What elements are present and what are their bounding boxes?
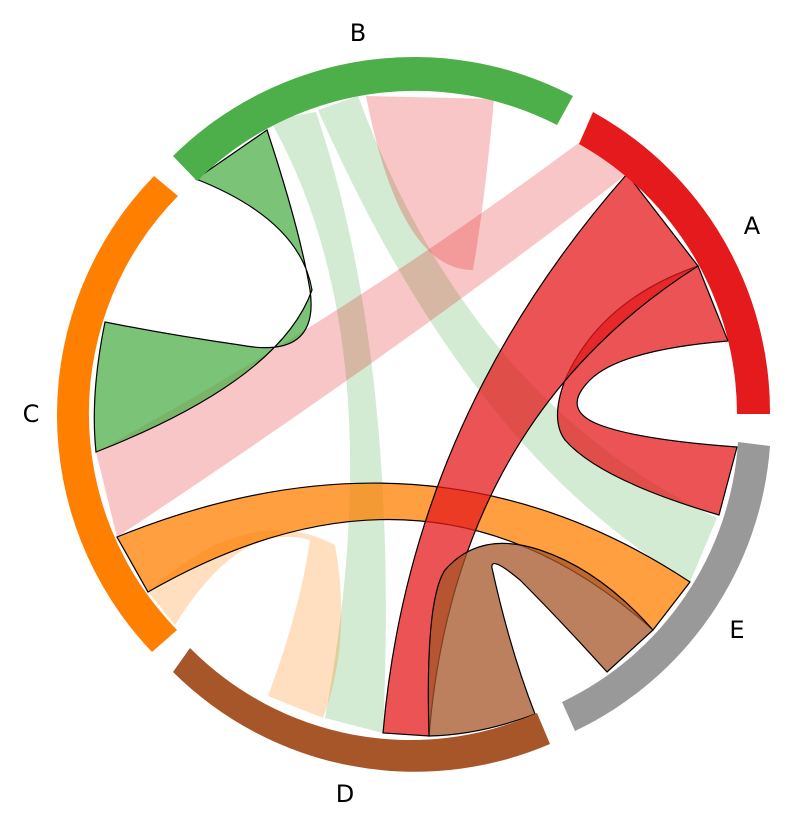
label-c: C: [23, 400, 40, 428]
ribbon-a-b: [366, 96, 494, 270]
ribbon-c-d: [148, 530, 342, 718]
ribbon-b-d: [270, 112, 386, 733]
ribbon-b-c: [93, 129, 313, 453]
ribbon-a-d: [382, 173, 699, 737]
label-a: A: [744, 212, 761, 240]
arc-c: [56, 176, 179, 652]
arc-d: [173, 648, 550, 772]
label-e: E: [729, 616, 744, 644]
arc-b: [173, 56, 573, 181]
ribbon-d-e: [427, 542, 654, 737]
ribbon-a-c: [96, 142, 627, 537]
group-labels: A B C D E: [23, 19, 761, 808]
label-d: D: [336, 780, 354, 808]
group-arcs: [56, 56, 771, 772]
arc-e: [562, 442, 770, 731]
strong-ribbons: [93, 129, 738, 737]
arc-a: [579, 112, 771, 414]
label-b: B: [350, 19, 366, 47]
